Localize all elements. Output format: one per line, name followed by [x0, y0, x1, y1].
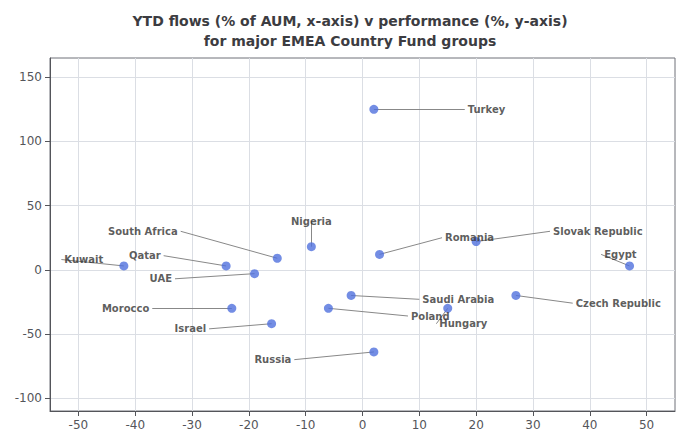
svg-text:Turkey: Turkey — [468, 104, 506, 115]
svg-text:Morocco: Morocco — [102, 303, 149, 314]
svg-text:Kuwait: Kuwait — [64, 254, 103, 265]
svg-text:Slovak Republic: Slovak Republic — [553, 226, 643, 237]
svg-text:Czech Republic: Czech Republic — [576, 298, 661, 309]
svg-text:Qatar: Qatar — [129, 250, 161, 261]
svg-text:Nigeria: Nigeria — [291, 216, 332, 227]
svg-text:50: 50 — [27, 199, 42, 213]
svg-text:Poland: Poland — [411, 310, 450, 322]
svg-text:150: 150 — [19, 70, 42, 84]
svg-text:South Africa: South Africa — [108, 226, 178, 237]
svg-text:Hungary: Hungary — [439, 318, 487, 329]
svg-text:-100: -100 — [15, 391, 42, 405]
svg-text:-20: -20 — [239, 418, 259, 432]
svg-text:0: 0 — [34, 263, 42, 277]
svg-text:Saudi Arabia: Saudi Arabia — [422, 294, 494, 305]
svg-text:Russia: Russia — [254, 354, 291, 365]
svg-text:50: 50 — [639, 418, 654, 432]
svg-text:-50: -50 — [22, 327, 42, 341]
svg-text:30: 30 — [525, 418, 540, 432]
svg-text:10: 10 — [412, 418, 427, 432]
svg-text:for major EMEA Country Fund gr: for major EMEA Country Fund groups — [204, 33, 496, 49]
svg-text:-40: -40 — [125, 418, 145, 432]
svg-text:YTD flows (% of AUM, x-axis) v: YTD flows (% of AUM, x-axis) v performan… — [131, 13, 567, 29]
svg-text:40: 40 — [582, 418, 597, 432]
svg-text:Israel: Israel — [175, 323, 207, 334]
svg-text:0: 0 — [359, 418, 367, 432]
svg-text:-10: -10 — [296, 418, 316, 432]
svg-text:Romania: Romania — [445, 232, 494, 243]
svg-text:Egypt: Egypt — [604, 249, 637, 260]
svg-text:UAE: UAE — [150, 273, 173, 284]
svg-text:100: 100 — [19, 134, 42, 148]
svg-text:-30: -30 — [182, 418, 202, 432]
svg-text:-50: -50 — [69, 418, 89, 432]
svg-text:20: 20 — [468, 418, 483, 432]
